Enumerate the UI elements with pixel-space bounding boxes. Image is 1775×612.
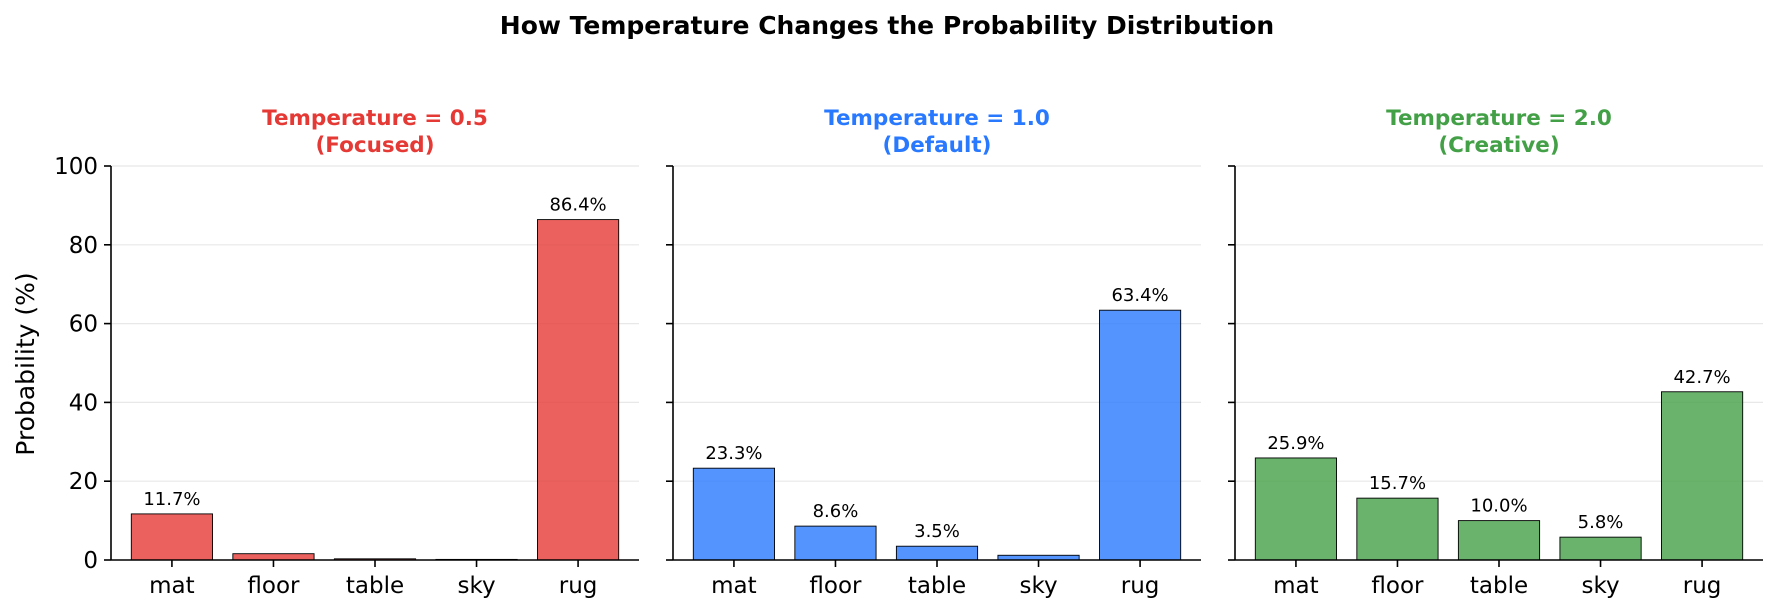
data-label-rug: 63.4% <box>1111 285 1168 306</box>
x-tick-label-table: table <box>908 573 966 599</box>
data-label-table: 10.0% <box>1470 496 1527 517</box>
chart-panel-2: Temperature = 1.0(Default) 23.3% mat 8.6% fl… <box>666 106 1201 599</box>
x-tick-label-mat: mat <box>711 573 757 599</box>
data-label-rug: 42.7% <box>1673 367 1730 388</box>
y-tick-label: 20 <box>69 469 98 495</box>
bar-floor <box>232 553 315 561</box>
chart-panel-1: Temperature = 0.5(Focused) 0 20 40 60 80 100 11… <box>54 106 639 599</box>
data-label-floor: 8.6% <box>813 501 859 522</box>
x-tick-label-floor: floor <box>1371 573 1424 599</box>
x-tick-label-sky: sky <box>1019 573 1057 599</box>
bar-rug <box>1661 391 1744 561</box>
panel-title: Temperature = 1.0 <box>824 106 1050 131</box>
bar-floor <box>794 525 877 561</box>
panel-title: Temperature = 0.5 <box>262 106 488 131</box>
bar-floor <box>1356 497 1439 561</box>
y-tick-label: 0 <box>83 548 98 574</box>
bar-mat <box>692 467 775 561</box>
figure-title: How Temperature Changes the Probability … <box>500 11 1274 40</box>
y-axis-label: Probability (%) <box>11 272 40 455</box>
bar-rug <box>1099 309 1182 561</box>
panel-subtitle: (Creative) <box>1438 133 1559 158</box>
x-tick-label-floor: floor <box>247 573 300 599</box>
x-tick-label-rug: rug <box>559 573 598 599</box>
bar-rug <box>537 219 620 561</box>
panel-subtitle: (Focused) <box>315 133 434 158</box>
x-tick-label-rug: rug <box>1683 573 1722 599</box>
x-tick-label-mat: mat <box>149 573 195 599</box>
panel-subtitle: (Default) <box>883 133 992 158</box>
bar-table <box>1457 520 1541 561</box>
data-label-sky: 5.8% <box>1578 512 1624 533</box>
bar-mat <box>130 513 213 561</box>
y-tick-label: 100 <box>54 154 98 180</box>
x-tick-label-sky: sky <box>457 573 495 599</box>
data-label-table: 3.5% <box>914 521 960 542</box>
x-tick-label-table: table <box>346 573 404 599</box>
chart-panel-3: Temperature = 2.0(Creative) 25.9% mat 15.7%… <box>1228 106 1763 599</box>
data-label-mat: 23.3% <box>705 443 762 464</box>
bar-table <box>895 545 979 561</box>
bar-sky <box>1559 536 1642 561</box>
y-tick-label: 40 <box>69 390 98 416</box>
x-tick-label-sky: sky <box>1581 573 1619 599</box>
data-label-mat: 25.9% <box>1267 433 1324 454</box>
panel-title: Temperature = 2.0 <box>1386 106 1612 131</box>
data-label-rug: 86.4% <box>549 195 606 216</box>
bar-mat <box>1254 457 1337 561</box>
y-tick-label: 80 <box>69 233 98 259</box>
data-label-floor: 15.7% <box>1369 473 1426 494</box>
data-label-mat: 11.7% <box>143 489 200 510</box>
x-tick-label-floor: floor <box>809 573 862 599</box>
x-tick-label-mat: mat <box>1273 573 1319 599</box>
x-tick-label-rug: rug <box>1121 573 1160 599</box>
x-tick-label-table: table <box>1470 573 1528 599</box>
y-tick-label: 60 <box>69 312 98 338</box>
